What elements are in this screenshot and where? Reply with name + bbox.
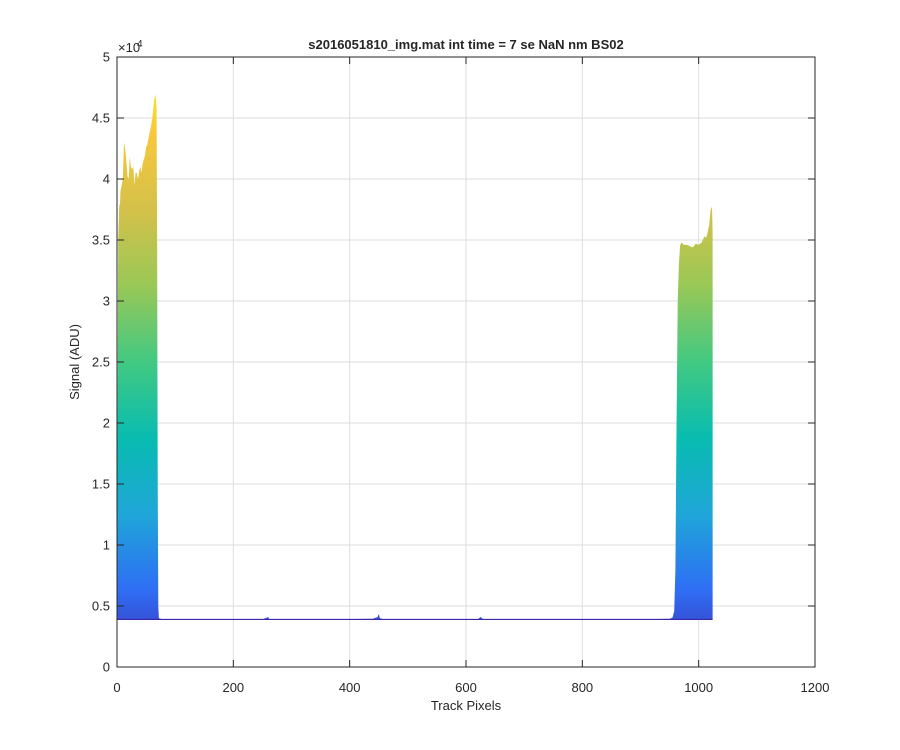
axes — [116, 56, 816, 668]
tick-labels: 0 200 400 600 800 1000 1200 0 0.5 1 1.5 2 2.5 3 3.5 4 4.… — [92, 50, 830, 696]
y-tick-label: 4 — [103, 172, 110, 187]
x-tick-label: 800 — [571, 680, 593, 695]
y-axis-exponent: ×10 — [118, 40, 140, 55]
y-tick-label: 5 — [103, 50, 110, 65]
y-tick-label: 1 — [103, 538, 110, 553]
y-tick-label: 4.5 — [92, 111, 110, 126]
x-tick-label: 1200 — [801, 680, 830, 695]
y-tick-label: 2.5 — [92, 355, 110, 370]
y-axis-exponent-power: 4 — [137, 39, 143, 50]
x-tick-label: 400 — [339, 680, 361, 695]
chart-title: s2016051810_img.mat int time = 7 se NaN … — [308, 37, 623, 52]
x-tick-label: 1000 — [684, 680, 713, 695]
y-tick-label: 3 — [103, 294, 110, 309]
y-axis-label: Signal (ADU) — [67, 324, 82, 400]
y-tick-label: 1.5 — [92, 477, 110, 492]
y-tick-label: 3.5 — [92, 233, 110, 248]
y-tick-label: 0 — [103, 660, 110, 675]
x-tick-label: 0 — [113, 680, 120, 695]
x-tick-label: 200 — [222, 680, 244, 695]
x-axis-label: Track Pixels — [431, 698, 502, 713]
data-series — [117, 93, 713, 621]
y-tick-label: 0.5 — [92, 599, 110, 614]
y-tick-label: 2 — [103, 416, 110, 431]
x-tick-label: 600 — [455, 680, 477, 695]
